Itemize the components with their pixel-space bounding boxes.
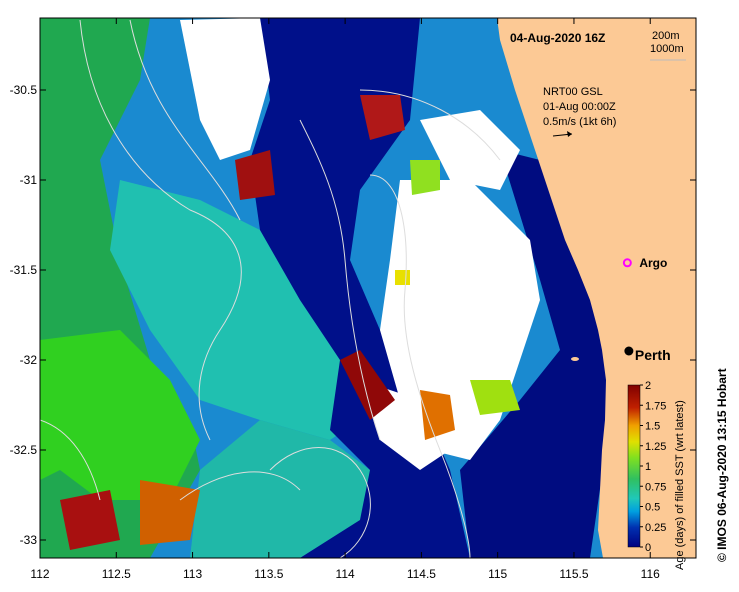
contour-line — [359, 89, 501, 161]
y-tick-label: -32 — [20, 353, 38, 367]
red-patch-2 — [235, 150, 275, 200]
colorbar-tick-label: 0 — [645, 542, 651, 554]
teal-region-south — [190, 420, 370, 558]
map-plot-area — [40, 18, 696, 558]
y-tick-label: -30.5 — [10, 83, 38, 97]
x-axis: 112 112.5 113 113.5 114 114.5 115 115.5 116 — [30, 18, 660, 581]
y-tick-label: -32.5 — [10, 443, 38, 457]
lime-patch-east — [470, 380, 520, 415]
lime-region-southwest — [40, 330, 200, 500]
colorbar-tick-label: 0.75 — [645, 481, 666, 493]
colorbar-ticks: 0 0.25 0.5 0.75 1 1.25 1.5 1.75 2 — [640, 380, 666, 554]
lime-patch-north — [410, 160, 440, 195]
x-tick-label: 114.5 — [407, 567, 436, 581]
x-tick-label: 112 — [30, 567, 49, 581]
contour-line — [40, 419, 101, 501]
x-tick-label: 113.5 — [254, 567, 283, 581]
teal-region-central — [110, 180, 360, 440]
contour-line — [79, 19, 242, 441]
missing-data-patch-north — [180, 18, 270, 160]
depth-contours — [40, 19, 501, 558]
colorbar-tick-label: 0.25 — [645, 522, 666, 534]
x-tick-label: 113 — [183, 567, 202, 581]
y-tick-label: -33 — [20, 533, 38, 547]
contour-line — [179, 471, 301, 501]
contour-line — [129, 19, 241, 221]
contour-line — [299, 119, 381, 441]
land-mass — [497, 18, 696, 558]
red-patch-1 — [360, 95, 405, 140]
x-tick-label: 114 — [336, 567, 355, 581]
current-product-label: NRT00 GSL — [543, 86, 603, 98]
current-scale-arrowhead — [567, 131, 572, 137]
orange-patch-1 — [420, 390, 455, 440]
x-tick-label: 116 — [641, 567, 660, 581]
colorbar — [627, 384, 641, 548]
credit-line: © IMOS 06-Aug-2020 13:15 Hobart — [715, 368, 729, 562]
colorbar-tick-label: 1.75 — [645, 400, 666, 412]
argo-label: Argo — [639, 256, 667, 270]
x-tick-label: 115 — [488, 567, 507, 581]
colorbar-tick-label: 0.5 — [645, 502, 660, 514]
rottnest-island — [571, 357, 579, 361]
colorbar-tick-label: 2 — [645, 380, 651, 392]
x-tick-label: 115.5 — [559, 567, 588, 581]
argo-marker-icon — [622, 258, 632, 268]
perth-label: Perth — [635, 347, 671, 363]
perth-marker-icon — [624, 346, 634, 356]
x-tick-label: 112.5 — [102, 567, 131, 581]
colorbar-tick-label: 1 — [645, 461, 651, 473]
contour-legend-200m: 200m — [652, 30, 680, 42]
current-date-label: 01-Aug 00:00Z — [543, 101, 616, 113]
map-timestamp: 04-Aug-2020 16Z — [510, 31, 605, 45]
contour-line — [369, 174, 471, 558]
colorbar-tick-label: 1.5 — [645, 421, 660, 433]
missing-data-patch-northeast — [420, 110, 520, 190]
colorbar-tick-label: 1.25 — [645, 441, 666, 453]
colorbar-title: Age (days) of filled SST (wrt latest) — [674, 400, 686, 570]
current-scale-label: 0.5m/s (1kt 6h) — [543, 116, 616, 128]
yellow-patch — [395, 270, 410, 285]
contour-line — [269, 447, 371, 558]
plot-frame — [39, 17, 697, 559]
credit-text: IMOS 06-Aug-2020 13:15 Hobart — [715, 368, 729, 549]
red-patch-4 — [60, 490, 120, 550]
contour-legend-1000m: 1000m — [650, 43, 684, 55]
y-tick-label: -31.5 — [10, 263, 38, 277]
y-tick-label: -31 — [20, 173, 38, 187]
y-axis: -30.5 -31 -31.5 -32 -32.5 -33 — [10, 83, 696, 547]
map-markers: Argo Perth — [622, 256, 671, 363]
red-patch-3 — [340, 350, 395, 420]
